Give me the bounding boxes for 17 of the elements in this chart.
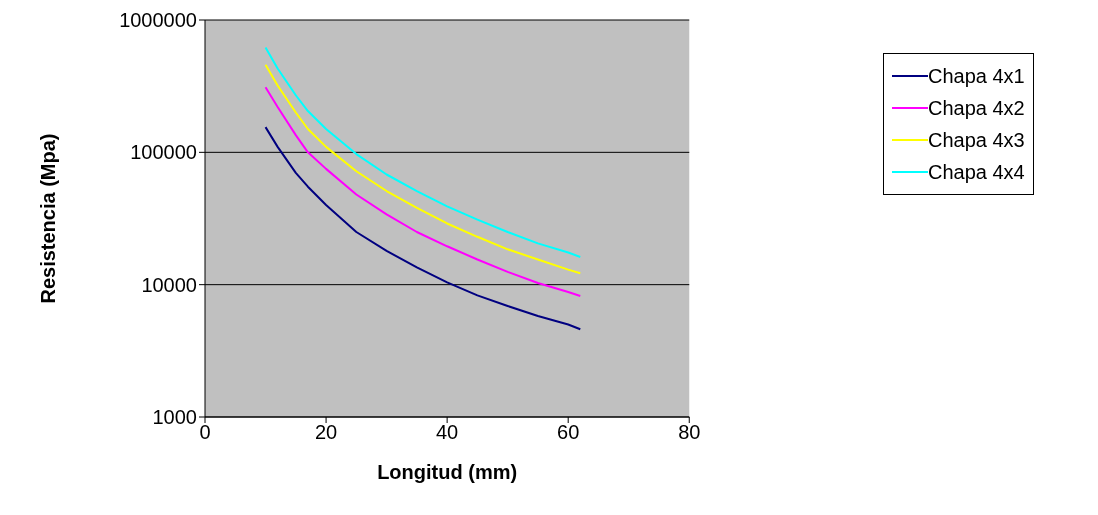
y-tick-label: 1000 [152, 406, 197, 429]
x-tick-label: 40 [436, 421, 459, 444]
x-tick-label: 0 [199, 421, 211, 444]
y-axis-title: Resistencia (Mpa) [37, 133, 60, 304]
x-tick-label: 60 [557, 421, 580, 444]
y-tick-label: 10000 [141, 273, 197, 296]
line-series [264, 86, 582, 298]
x-tick-label: 20 [314, 421, 338, 444]
legend-label: Chapa 4x3 [928, 128, 1025, 152]
legend-label: Chapa 4x2 [928, 96, 1025, 120]
x-axis-title: Longitud (mm) [377, 461, 518, 483]
legend-label: Chapa 4x1 [928, 64, 1025, 88]
legend-label: Chapa 4x4 [928, 160, 1025, 184]
x-tick-label: 80 [678, 421, 701, 444]
y-tick-label: 100000 [130, 141, 197, 164]
y-tick-label: 1000000 [119, 9, 197, 32]
line-series [264, 126, 582, 331]
